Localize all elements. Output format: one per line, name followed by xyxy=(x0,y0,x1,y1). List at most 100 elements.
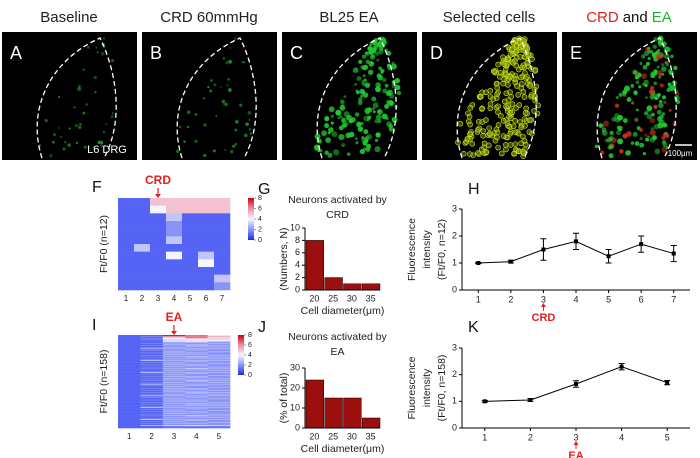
heat-cell xyxy=(207,425,231,427)
cell-outline xyxy=(486,125,493,131)
heat-cell xyxy=(118,384,141,386)
heat-cell xyxy=(185,390,208,392)
heat-cell xyxy=(118,387,141,389)
heat-cell xyxy=(185,400,208,402)
heat-cell xyxy=(118,387,141,389)
cell xyxy=(92,145,95,149)
heat-cell xyxy=(185,377,208,379)
heat-cell xyxy=(162,345,186,346)
heat-cell xyxy=(185,384,208,386)
heat-cell xyxy=(185,371,208,373)
heat-cell xyxy=(140,360,164,362)
heat-cell xyxy=(207,378,231,380)
heat-cell xyxy=(185,366,208,368)
heat-cell xyxy=(207,354,231,356)
heat-cell xyxy=(140,426,164,428)
cell xyxy=(390,63,397,70)
heat-cell xyxy=(118,353,141,355)
heat-cell xyxy=(118,337,141,339)
cell xyxy=(213,83,217,87)
cell xyxy=(649,137,656,143)
heat-cell xyxy=(140,337,164,339)
heat-cell xyxy=(162,390,186,392)
heat-cell xyxy=(118,412,141,414)
heat-cell xyxy=(118,375,141,377)
heat-cell xyxy=(140,412,164,414)
cell xyxy=(388,123,393,129)
heat-cell xyxy=(162,385,186,387)
heat-cell xyxy=(140,389,164,391)
heat-cell xyxy=(185,409,208,411)
cell xyxy=(646,113,653,120)
heat-cell xyxy=(140,391,164,393)
heat-cell xyxy=(140,416,164,418)
heat-cell xyxy=(140,379,164,381)
cell xyxy=(362,140,368,146)
heat-cell xyxy=(140,403,164,405)
panel-letter: G xyxy=(258,181,270,198)
cell xyxy=(656,65,660,69)
cell xyxy=(203,153,207,158)
heat-cell xyxy=(162,412,186,414)
cell xyxy=(357,100,363,106)
cell xyxy=(649,117,656,124)
heat-cell xyxy=(207,339,231,341)
heat-cell xyxy=(140,396,164,398)
cell xyxy=(639,61,643,65)
heat-cell xyxy=(198,251,215,260)
heat-cell xyxy=(207,352,231,354)
cell xyxy=(365,110,370,115)
cell xyxy=(366,134,373,140)
heat-cell xyxy=(118,356,141,358)
heat-cell xyxy=(118,335,141,337)
heat-cell xyxy=(166,228,183,237)
heat-cell xyxy=(207,360,231,362)
heat-cell xyxy=(185,367,208,369)
cell xyxy=(57,127,60,129)
cell-outline xyxy=(492,137,499,144)
heat-cell xyxy=(162,369,186,371)
heat-cell xyxy=(185,366,208,368)
cell xyxy=(337,116,340,120)
cell xyxy=(625,150,631,156)
cell xyxy=(186,110,191,114)
heat-cell xyxy=(162,355,186,356)
heat-cell xyxy=(185,395,208,396)
cell xyxy=(324,116,330,122)
heat-cell xyxy=(207,351,231,353)
x-tick-label: 25 xyxy=(328,431,338,441)
cell xyxy=(330,121,334,125)
heat-cell xyxy=(162,347,186,349)
cell xyxy=(622,118,628,123)
heat-cell xyxy=(207,393,231,395)
heat-cell xyxy=(118,417,141,419)
heat-cell xyxy=(162,425,186,426)
heat-cell xyxy=(140,405,164,407)
cell-outline xyxy=(509,109,515,116)
heat-cell xyxy=(140,394,164,396)
heat-cell xyxy=(162,372,186,373)
cell xyxy=(78,125,82,129)
heat-cell xyxy=(162,362,186,364)
heat-cell xyxy=(185,397,208,399)
colorbar-label: 4 xyxy=(248,352,252,359)
heat-cell xyxy=(140,372,164,374)
cell xyxy=(638,85,642,89)
heat-cell xyxy=(118,372,141,374)
cell xyxy=(645,96,648,99)
cell-outline xyxy=(502,142,509,148)
cell xyxy=(377,119,382,124)
heat-cell xyxy=(207,335,231,337)
heat-cell xyxy=(207,416,231,418)
cell xyxy=(249,132,252,135)
heat-cell xyxy=(185,352,208,353)
cell-outline xyxy=(467,121,473,128)
heat-cell xyxy=(162,400,186,402)
cell xyxy=(85,103,88,106)
heat-cell xyxy=(207,424,231,426)
x-tick-label: 25 xyxy=(328,293,338,303)
heat-cell xyxy=(162,412,186,413)
heat-cell xyxy=(207,399,231,401)
heat-cell xyxy=(166,267,183,275)
heat-cell xyxy=(207,340,231,342)
